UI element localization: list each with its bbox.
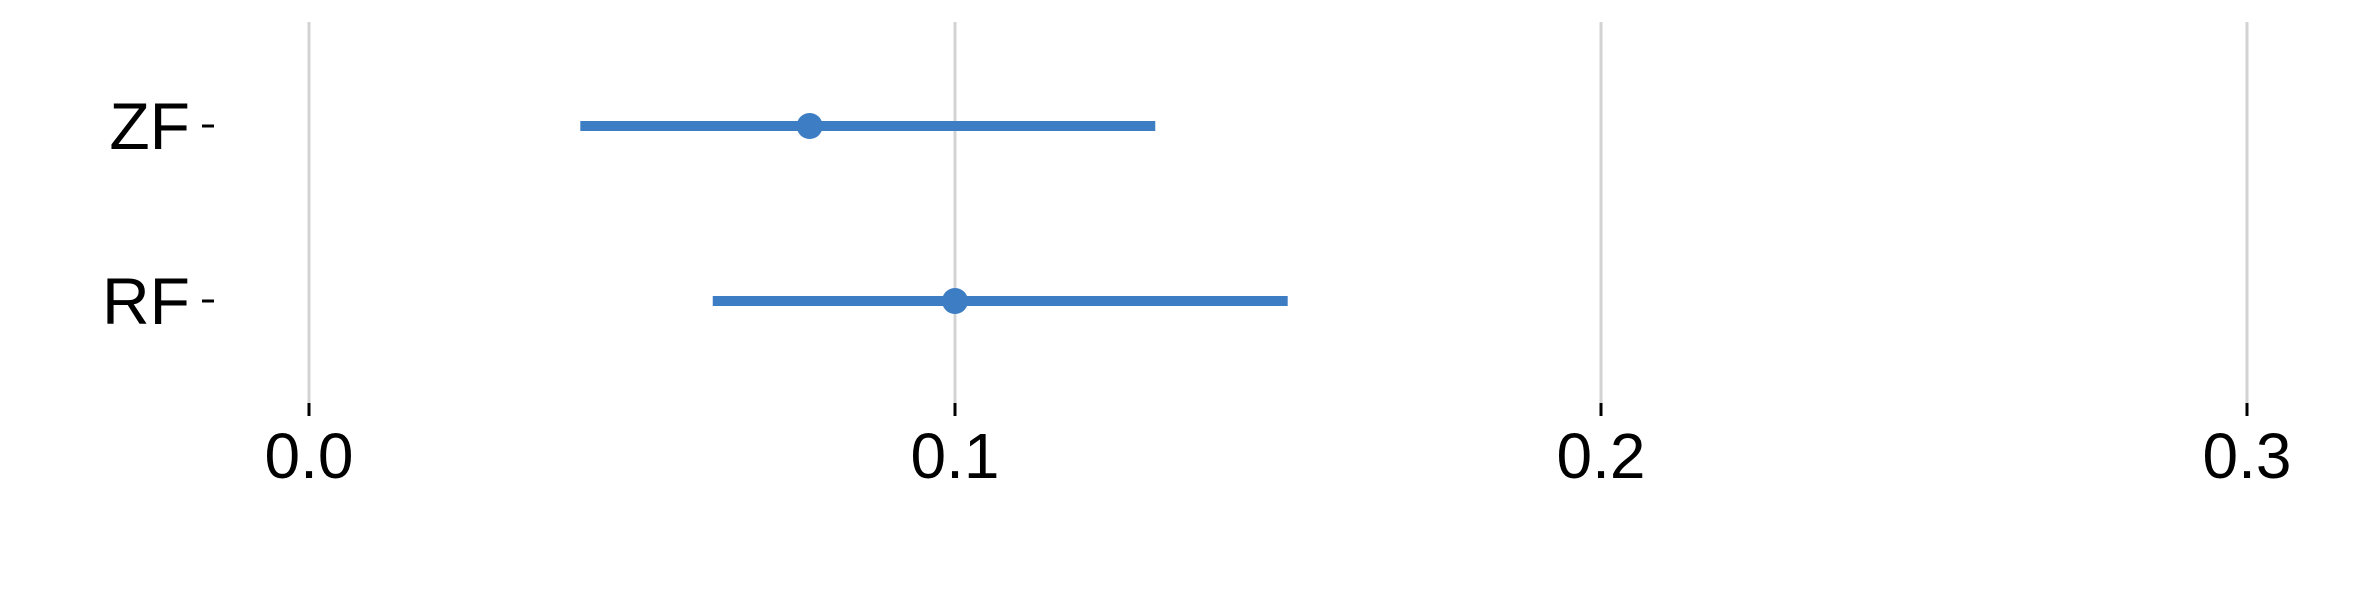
y-axis: ZF RF xyxy=(102,89,214,338)
estimate-point xyxy=(942,288,968,314)
x-tick-label: 0.3 xyxy=(2203,420,2292,492)
x-axis: 0.0 0.1 0.2 0.3 xyxy=(265,403,2292,492)
estimate-point xyxy=(796,113,823,139)
y-tick-label: RF xyxy=(102,264,190,338)
x-tick-label: 0.0 xyxy=(265,420,354,492)
gridlines xyxy=(307,22,2249,403)
x-tick-label: 0.2 xyxy=(1557,420,1646,492)
data-marks xyxy=(580,113,1288,314)
y-tick-label: ZF xyxy=(109,89,190,163)
x-tick-label: 0.1 xyxy=(911,420,1000,492)
